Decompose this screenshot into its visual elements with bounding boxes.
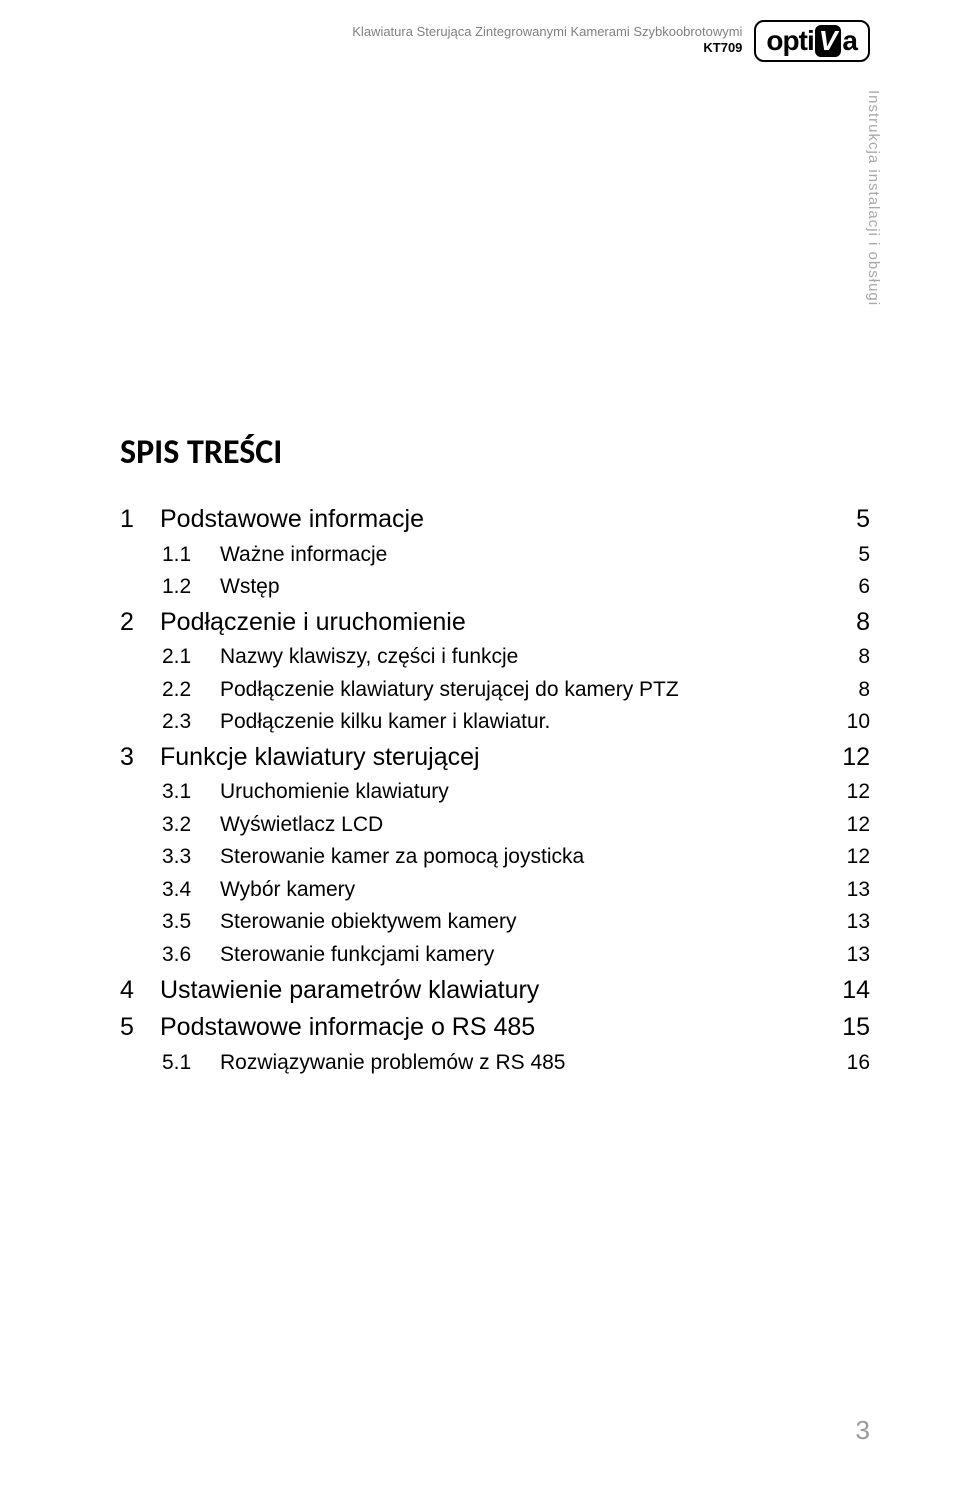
toc-entry-page: 12 [838, 809, 870, 842]
toc-row: 2.2Podłączenie klawiatury sterującej do … [120, 674, 870, 707]
toc-entry-page: 8 [838, 604, 870, 642]
toc-row: 5.1Rozwiązywanie problemów z RS 485 16 [120, 1047, 870, 1080]
toc-entry-number: 3.5 [162, 906, 220, 939]
toc-entry-number: 2.1 [162, 641, 220, 674]
toc-entry-page: 5 [838, 539, 870, 572]
toc-entry-page: 10 [838, 706, 870, 739]
toc-row: 1.1Ważne informacje 5 [120, 539, 870, 572]
toc-entry-label: Podłączenie kilku kamer i klawiatur. [220, 706, 550, 739]
header: Klawiatura Sterująca Zintegrowanymi Kame… [120, 20, 870, 62]
toc-entry-number: 2.3 [162, 706, 220, 739]
toc-entry-number: 1.1 [162, 539, 220, 572]
logo-opti-text: opti [766, 27, 813, 55]
toc-entry-number: 4 [120, 972, 160, 1010]
page-container: Klawiatura Sterująca Zintegrowanymi Kame… [0, 0, 960, 1486]
toc-row: 3.2Wyświetlacz LCD 12 [120, 809, 870, 842]
toc-title: SPIS TREŚCI [120, 432, 870, 473]
toc-entry-label: Rozwiązywanie problemów z RS 485 [220, 1047, 566, 1080]
toc-entry-page: 12 [838, 739, 870, 777]
toc-entry-label: Sterowanie obiektywem kamery [220, 906, 516, 939]
toc-entry-page: 8 [838, 674, 870, 707]
toc-entry-number: 2 [120, 604, 160, 642]
toc-entry-label: Ustawienie parametrów klawiatury [160, 972, 539, 1010]
toc-entry-page: 16 [838, 1047, 870, 1080]
toc-entry-label: Sterowanie kamer za pomocą joysticka [220, 841, 584, 874]
toc-entry-page: 12 [838, 841, 870, 874]
toc-entry-number: 3.3 [162, 841, 220, 874]
toc-entry-label: Nazwy klawiszy, części i funkcje [220, 641, 518, 674]
toc-row: 3.3Sterowanie kamer za pomocą joysticka 1… [120, 841, 870, 874]
toc-entry-number: 2.2 [162, 674, 220, 707]
toc-entry-label: Funkcje klawiatury sterującej [160, 739, 480, 777]
toc-row: 5Podstawowe informacje o RS 485 15 [120, 1009, 870, 1047]
toc-entry-number: 1 [120, 501, 160, 539]
toc-entry-label: Podłączenie i uruchomienie [160, 604, 466, 642]
toc-row: 3.1Uruchomienie klawiatury 12 [120, 776, 870, 809]
toc-entry-number: 3.2 [162, 809, 220, 842]
toc-entry-label: Podłączenie klawiatury sterującej do kam… [220, 674, 679, 707]
toc-entry-page: 13 [838, 874, 870, 907]
toc-entry-number: 3 [120, 739, 160, 777]
toc-row: 3.6Sterowanie funkcjami kamery 13 [120, 939, 870, 972]
toc-row: 4Ustawienie parametrów klawiatury 14 [120, 972, 870, 1010]
toc-entry-label: Sterowanie funkcjami kamery [220, 939, 494, 972]
toc-entry-page: 8 [838, 641, 870, 674]
vertical-side-label: Instrukcja instalacji i obsługi [865, 90, 882, 306]
toc-entry-label: Wyświetlacz LCD [220, 809, 383, 842]
header-model: KT709 [352, 40, 742, 56]
logo-a-text: a [842, 27, 858, 55]
header-text-block: Klawiatura Sterująca Zintegrowanymi Kame… [352, 20, 742, 57]
toc-container: 1Podstawowe informacje51.1Ważne informac… [120, 501, 870, 1079]
toc-row: 1.2Wstęp 6 [120, 571, 870, 604]
toc-entry-label: Podstawowe informacje [160, 501, 424, 539]
logo-v-badge: V [815, 25, 842, 57]
toc-entry-page: 5 [838, 501, 870, 539]
toc-entry-label: Podstawowe informacje o RS 485 [160, 1009, 535, 1047]
toc-entry-page: 6 [838, 571, 870, 604]
toc-entry-page: 12 [838, 776, 870, 809]
toc-row: 3.4Wybór kamery 13 [120, 874, 870, 907]
toc-entry-label: Uruchomienie klawiatury [220, 776, 449, 809]
toc-entry-label: Wstęp [220, 571, 280, 604]
toc-entry-number: 3.4 [162, 874, 220, 907]
toc-row: 3.5Sterowanie obiektywem kamery 13 [120, 906, 870, 939]
toc-entry-label: Wybór kamery [220, 874, 355, 907]
toc-entry-number: 5.1 [162, 1047, 220, 1080]
toc-row: 2.1Nazwy klawiszy, części i funkcje 8 [120, 641, 870, 674]
toc-entry-number: 3.1 [162, 776, 220, 809]
toc-row: 1Podstawowe informacje 5 [120, 501, 870, 539]
toc-entry-page: 14 [838, 972, 870, 1010]
toc-row: 2.3Podłączenie kilku kamer i klawiatur. 1… [120, 706, 870, 739]
toc-entry-page: 15 [838, 1009, 870, 1047]
page-number: 3 [856, 1415, 870, 1446]
toc-entry-label: Ważne informacje [220, 539, 387, 572]
toc-entry-number: 5 [120, 1009, 160, 1047]
header-title: Klawiatura Sterująca Zintegrowanymi Kame… [352, 24, 742, 40]
toc-entry-page: 13 [838, 939, 870, 972]
toc-row: 2Podłączenie i uruchomienie 8 [120, 604, 870, 642]
toc-entry-number: 1.2 [162, 571, 220, 604]
toc-row: 3Funkcje klawiatury sterującej 12 [120, 739, 870, 777]
toc-entry-number: 3.6 [162, 939, 220, 972]
toc-entry-page: 13 [838, 906, 870, 939]
logo: opti V a [754, 20, 870, 62]
